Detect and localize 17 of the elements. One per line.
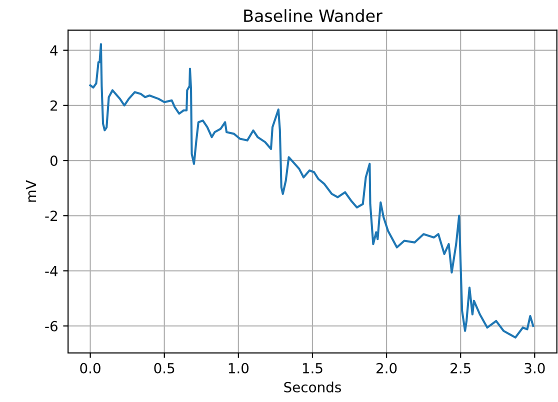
x-tick-label: 2.0 bbox=[376, 362, 397, 374]
y-tick-label: -6 bbox=[45, 320, 58, 332]
y-axis-title: mV bbox=[26, 180, 36, 202]
x-tick-label: 2.5 bbox=[450, 362, 470, 374]
x-tick-label: 1.5 bbox=[302, 363, 322, 374]
line-series bbox=[89, 43, 534, 339]
y-tick-label: 4 bbox=[50, 45, 58, 56]
y-tick-label: 0 bbox=[50, 156, 58, 166]
x-tick-label: 3.0 bbox=[524, 362, 545, 374]
y-tick-label: -4 bbox=[45, 266, 58, 276]
chart-title: Baseline Wander bbox=[244, 9, 382, 22]
y-tick-label: 2 bbox=[50, 100, 57, 111]
x-tick-label: 0.5 bbox=[154, 362, 174, 374]
x-axis-title: Seconds bbox=[284, 382, 341, 392]
x-tick-label: 1.0 bbox=[228, 362, 249, 374]
y-tick-label: -2 bbox=[45, 210, 57, 221]
x-tick-label: 0.0 bbox=[80, 362, 100, 374]
